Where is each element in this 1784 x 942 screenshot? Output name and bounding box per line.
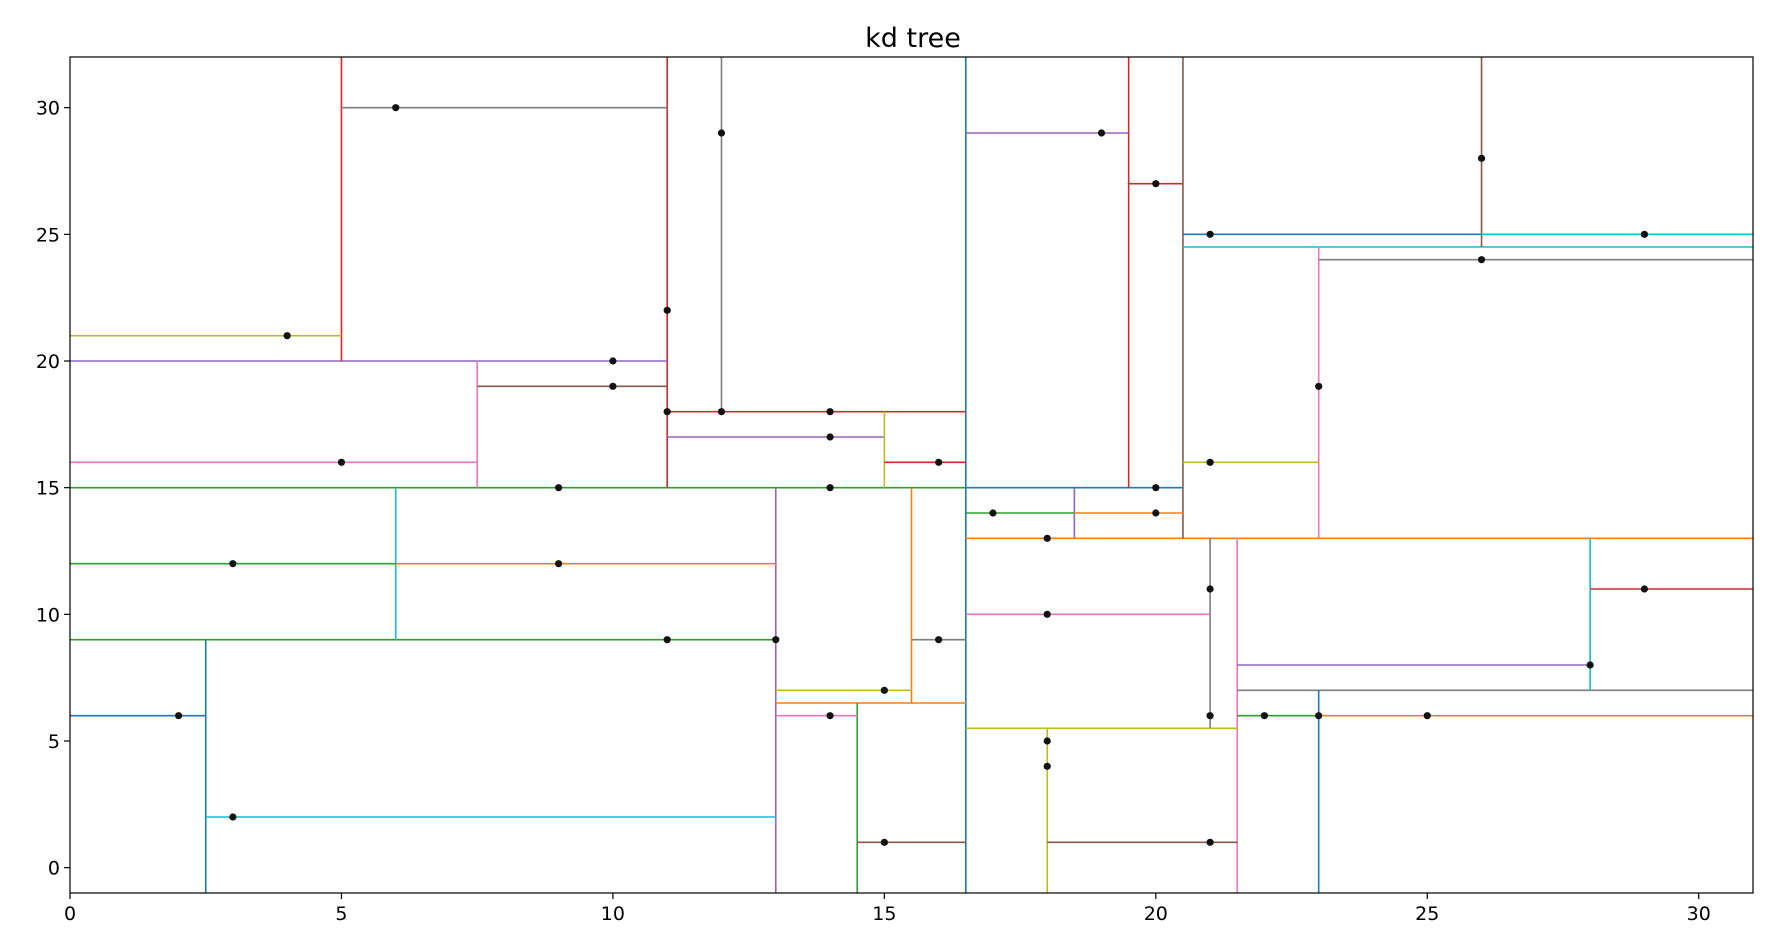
axes [69,56,1754,894]
y-tick-label: 25 [36,224,60,246]
data-point [1477,154,1486,162]
data-point [1640,585,1649,593]
data-point [555,484,563,492]
data-point [1043,762,1051,770]
data-point [663,636,671,644]
x-tick-label: 5 [335,903,347,925]
y-tick-label: 10 [36,604,60,626]
data-point [1152,509,1160,517]
data-point [1260,712,1268,720]
data-point [826,408,834,416]
data-point [1097,129,1106,137]
data-point [1206,838,1214,846]
x-tick-label: 15 [872,903,896,925]
data-points [174,104,1649,846]
data-point [1586,661,1594,669]
data-point [229,813,237,821]
split-lines [70,57,1753,893]
data-point [1423,712,1431,720]
y-tick-label: 5 [48,731,60,753]
chart-title: kd tree [865,23,961,54]
data-point [174,712,183,720]
data-point [826,712,834,720]
data-point [826,484,834,492]
x-tick-label: 25 [1415,903,1439,925]
data-point [609,382,617,390]
y-tick-label: 30 [36,98,60,120]
data-point [283,332,291,340]
data-point [663,408,671,416]
data-point [717,408,726,416]
data-point [989,509,997,517]
data-point [663,306,671,314]
data-point [1152,180,1160,188]
y-tick-label: 0 [48,858,60,880]
y-tick-label: 20 [36,351,60,373]
data-point [229,560,237,568]
y-tick-label: 15 [36,478,60,500]
data-point [935,458,943,466]
data-point [1206,230,1214,238]
data-point [1206,585,1214,593]
x-tick-label: 0 [64,903,76,925]
data-point [1640,230,1649,238]
data-point [1043,737,1051,745]
data-point [1152,484,1160,492]
data-point [717,129,726,137]
data-point [1043,610,1051,618]
data-point [1043,534,1051,542]
data-point [880,838,888,846]
data-point [1315,712,1323,720]
data-point [935,636,943,644]
x-tick-label: 20 [1144,903,1168,925]
plot-frame [69,56,1754,894]
data-point [555,560,563,568]
data-point [1315,382,1323,390]
data-point [880,686,888,694]
data-point [1206,712,1214,720]
data-point [1477,256,1486,264]
data-point [337,458,346,466]
data-point [609,357,617,365]
x-tick-label: 10 [601,903,625,925]
x-tick-label: 30 [1687,903,1711,925]
axis-ticks: 0 5 10 15 20 25 30 0 5 10 15 20 25 30 [36,98,1711,925]
data-point [826,433,834,441]
data-point [772,636,780,644]
data-point [392,104,400,112]
data-point [1206,458,1214,466]
